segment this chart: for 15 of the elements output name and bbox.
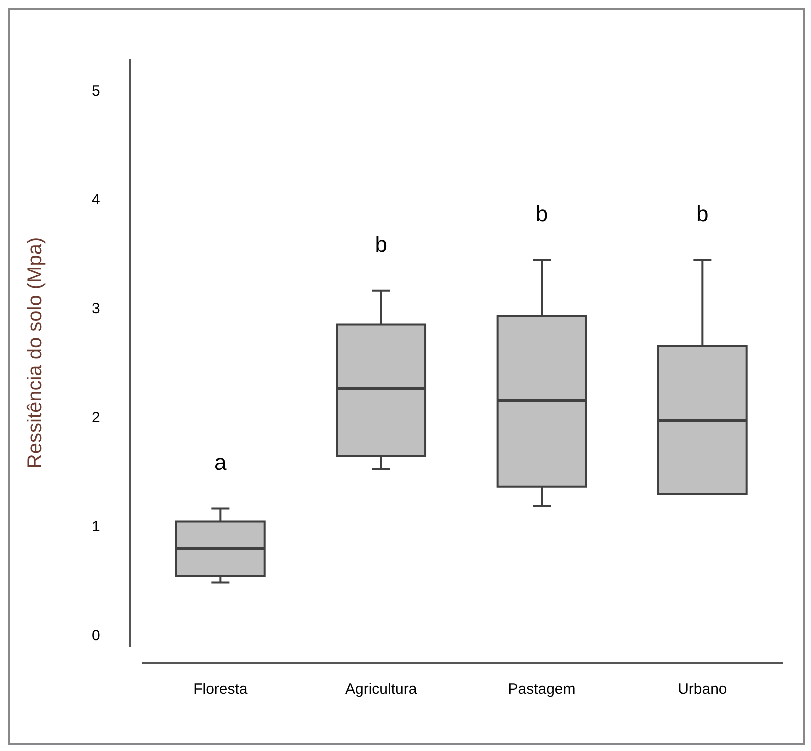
y-tick-label: 3	[92, 300, 100, 318]
x-tick-label: Pastagem	[508, 681, 576, 698]
annotation: b	[375, 232, 388, 257]
y-tick-label: 5	[92, 82, 100, 100]
y-tick-label: 4	[92, 192, 100, 209]
y-tick-label: 0	[92, 627, 100, 644]
y-tick-label: 2	[92, 409, 100, 426]
annotation: a	[214, 450, 228, 475]
y-axis-title: Ressitência do solo (Mpa)	[24, 237, 47, 469]
x-tick-label: Urbano	[678, 681, 728, 698]
annotation: b	[696, 202, 709, 227]
x-tick-label: Floresta	[194, 681, 248, 698]
annotation: b	[536, 202, 548, 227]
y-tick-label: 1	[92, 518, 100, 536]
x-tick-label: Agricultura	[345, 681, 418, 698]
